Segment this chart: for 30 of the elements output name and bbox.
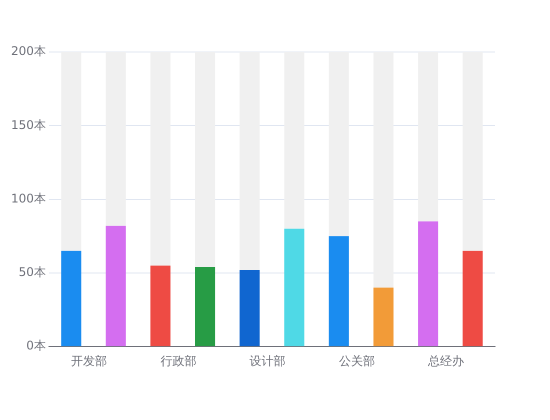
x-tick-label: 总经办 (427, 354, 464, 368)
bar (284, 228, 304, 346)
x-tick-label: 行政部 (160, 354, 196, 368)
y-tick-label: 0本 (26, 338, 46, 353)
y-tick-label: 100本 (11, 191, 46, 206)
y-tick-label: 50本 (18, 265, 46, 280)
bar (61, 52, 82, 251)
bar (418, 52, 438, 222)
x-tick-label: 公关部 (338, 354, 375, 368)
bar (106, 226, 126, 346)
bar (462, 250, 483, 346)
bar (240, 52, 260, 270)
bar (150, 52, 170, 266)
y-tick-label: 200本 (11, 44, 46, 58)
y-tick-label: 150本 (11, 118, 46, 132)
bar (240, 270, 260, 346)
x-tick-label: 开发部 (71, 354, 108, 368)
bar (418, 221, 438, 346)
bar (328, 52, 349, 236)
bar (106, 52, 126, 226)
bar (284, 52, 304, 229)
bar (462, 52, 483, 251)
bar (150, 266, 170, 346)
x-tick-label: 设计部 (250, 354, 286, 368)
bar (61, 250, 82, 346)
bar (328, 236, 349, 346)
bar (373, 52, 394, 288)
bar (195, 267, 216, 346)
bar (373, 288, 394, 346)
bar (195, 52, 216, 268)
